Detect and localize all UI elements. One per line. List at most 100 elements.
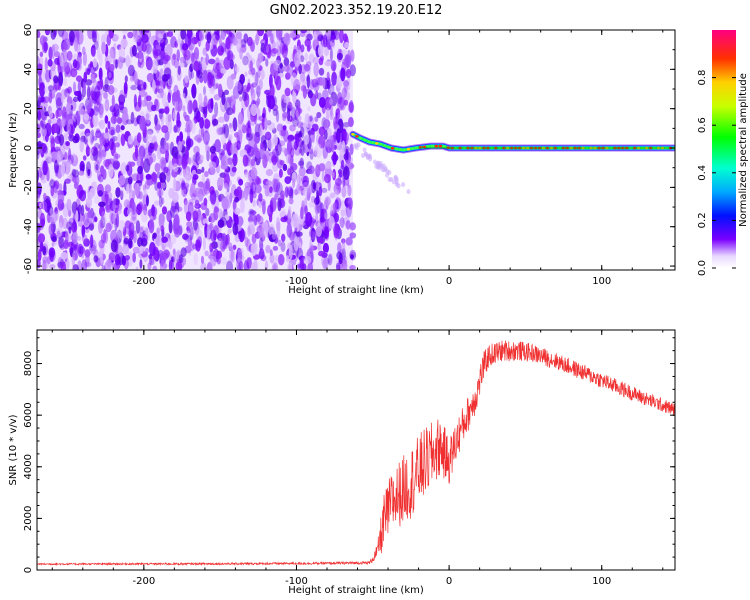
noise-speck [103,92,108,99]
noise-speck [226,157,234,165]
noise-speck [273,178,280,193]
noise-speck [329,47,333,62]
noise-speck [98,104,104,119]
noise-speck [92,147,99,161]
noise-speck [250,88,256,102]
noise-speck [290,162,298,171]
noise-speck [283,215,289,221]
noise-speck [125,164,130,172]
noise-speck [258,226,265,238]
noise-speck [191,158,196,164]
noise-speck [104,184,112,194]
noise-speck [71,252,76,267]
noise-speck [148,156,154,164]
noise-speck [315,213,319,227]
noise-speck [54,159,59,174]
noise-speck [103,132,111,139]
noise-speck [208,58,216,65]
noise-speck [120,38,128,48]
noise-speck [342,166,350,180]
noise-speck [308,130,312,137]
noise-speck [203,86,206,96]
noise-speck [293,52,302,67]
noise-speck [317,236,324,244]
noise-speck [164,142,171,152]
noise-speck [277,159,283,169]
noise-speck [243,33,249,44]
ridge-peak [359,137,363,140]
noise-speck [143,203,148,216]
noise-speck [177,166,182,173]
noise-speck [182,49,187,57]
noise-speck [73,181,78,189]
noise-speck [205,53,209,66]
noise-speck [324,48,330,56]
noise-speck [167,114,172,123]
noise-speck [199,214,204,229]
noise-speck [114,217,118,232]
noise-speck [127,135,134,145]
noise-speck [296,121,304,128]
tail-speck [391,179,396,185]
noise-speck [315,223,322,237]
noise-speck [171,54,176,66]
noise-speck [92,114,99,127]
noise-speck [314,116,319,123]
noise-speck [44,256,50,269]
noise-speck [312,56,320,65]
noise-speck [154,181,159,191]
noise-speck [139,259,143,269]
noise-speck [317,92,322,101]
noise-speck [138,191,143,200]
ridge-peak [375,142,379,145]
noise-speck [333,212,340,223]
noise-speck [197,137,202,144]
noise-speck [184,114,190,122]
noise-speck [116,108,120,119]
noise-speck [130,84,138,91]
noise-speck [242,91,248,102]
noise-speck [292,116,299,127]
noise-speck [63,239,69,249]
noise-speck [287,103,293,109]
noise-speck [67,159,72,167]
noise-speck [154,114,158,126]
noise-speck [190,226,194,241]
noise-speck [89,223,94,231]
noise-speck [101,146,106,160]
noise-speck [291,213,299,229]
noise-speck [123,106,128,117]
noise-speck [63,38,71,51]
noise-speck [342,240,346,253]
noise-speck [92,58,97,68]
noise-speck [253,142,258,156]
noise-speck [94,194,101,205]
noise-speck [114,35,120,41]
noise-speck [160,225,165,233]
noise-speck [291,231,295,241]
noise-speck [85,144,90,157]
noise-speck [317,44,324,57]
noise-speck [118,220,125,233]
noise-speck [85,79,93,86]
noise-speck [283,32,291,46]
noise-speck [275,182,283,196]
noise-speck [323,226,329,240]
noise-speck [273,173,280,186]
noise-speck [201,166,205,173]
noise-speck [161,197,165,205]
noise-speck [81,233,88,243]
noise-speck [141,42,147,53]
noise-speck [224,195,232,209]
noise-speck [43,127,47,137]
noise-speck [185,170,191,184]
noise-speck [49,91,56,99]
noise-speck [59,65,64,78]
noise-speck [321,187,328,193]
y-tick-label: 2000 [23,506,34,531]
noise-speck [90,47,96,57]
noise-speck [57,190,65,205]
noise-speck [346,76,351,91]
noise-speck [111,136,116,145]
noise-speck [250,158,256,167]
